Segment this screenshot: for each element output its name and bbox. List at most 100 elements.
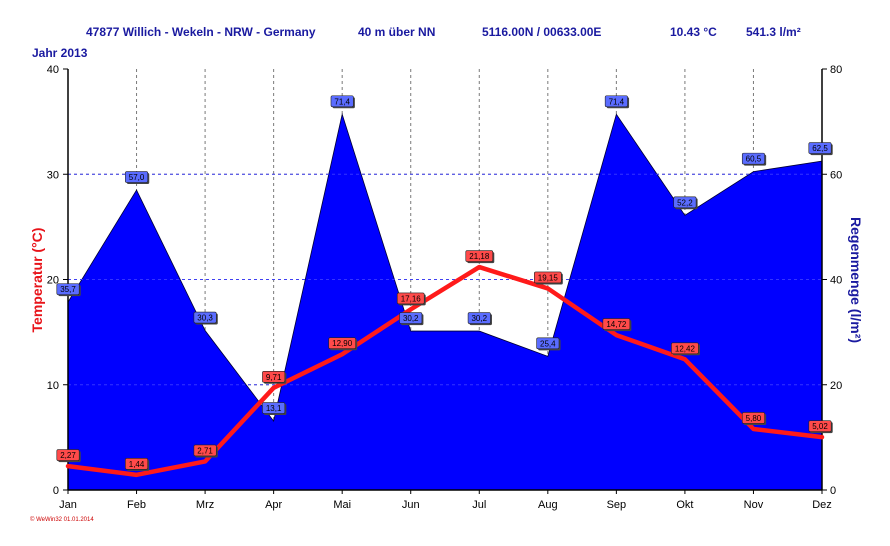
label-text: 30,2 [403,314,419,323]
label-text: 1,44 [129,460,145,469]
label-box [56,449,80,461]
label-text: 14,72 [606,320,627,329]
label-text: 17,16 [401,294,422,303]
left-tick-label: 0 [53,485,59,497]
temp-data-label: 12,42 [671,342,700,356]
temp-data-label: 19,15 [534,271,563,285]
temperature-line [65,264,825,478]
label-text: 19,15 [538,273,559,282]
label-text: 12,42 [675,344,696,353]
label-text: 2,71 [197,446,213,455]
rain-data-label: 71,4 [330,95,355,109]
x-tick-label: Jun [402,499,420,511]
copyright-note: © WeWin32 01.01.2014 [30,516,94,523]
x-tick-label: Jan [59,499,77,511]
left-tick-label: 40 [47,64,59,76]
temp-data-label: 1,44 [125,458,150,471]
right-tick-label: 60 [830,169,842,181]
axes: 0 10 20 30 40 0 20 40 60 80 Jan Feb Mrz Apr Mai Jun Jul A… [47,64,843,511]
label-box [193,444,217,457]
right-tick-label: 20 [830,380,842,392]
x-tick-label: Dez [812,499,832,511]
temp-data-label: 5,80 [741,412,767,425]
rain-data-label: 52,2 [673,196,698,210]
label-box [262,371,286,383]
right-axis-title: Regenmenge (l/m²) [848,217,864,343]
right-tick-label: 80 [830,64,842,76]
temp-data-label: 9,71 [262,371,287,384]
label-box [673,196,697,209]
label-box [125,458,149,470]
rain-data-label: 62,5 [808,142,833,156]
label-text: 60,5 [746,155,762,164]
label-text: 21,18 [469,252,490,261]
right-tick-label: 40 [830,275,842,287]
label-text: 9,71 [266,373,282,382]
rain-data-label: 60,5 [741,152,767,166]
label-box [467,312,491,324]
rain-data-label: 57,0 [125,171,150,185]
label-box [741,152,765,165]
rain-area [67,112,823,491]
temp-data-label: 5,02 [808,420,833,434]
temp-data-label: 21,18 [465,250,495,264]
label-box [741,412,765,424]
x-tick-label: Aug [538,499,558,511]
temp-data-label: 2,71 [193,444,218,458]
label-text: 52,2 [677,198,693,207]
temp-data-label: 17,16 [396,292,426,306]
label-text: 2,27 [60,451,76,460]
label-box [465,250,494,262]
x-tick-label: Nov [744,499,764,511]
x-tick-label: Mrz [196,499,214,511]
label-text: 12,90 [332,339,353,348]
label-box [808,420,832,432]
label-box [671,342,699,355]
station-elevation: 40 m über NN [358,25,435,39]
total-rainfall: 541.3 l/m² [746,25,801,39]
left-tick-label: 30 [47,169,59,181]
right-tick-label: 0 [830,485,836,497]
label-box [193,311,217,324]
station-name: 47877 Willich - Wekeln - NRW - Germany [86,25,316,39]
x-tick-label: Jul [472,499,486,511]
label-box [534,271,562,284]
x-tick-label: Sep [607,499,627,511]
label-box [396,292,425,305]
left-tick-label: 20 [47,275,59,287]
label-box [602,318,631,330]
station-coordinates: 5116.00N / 00633.00E [482,25,601,39]
label-box [399,312,423,324]
label-box [808,142,832,154]
rain-data-label: 30,2 [399,312,424,326]
rain-area-series [67,112,823,491]
label-box [125,171,149,183]
label-text: 25,4 [540,339,556,348]
rain-data-label: 30,3 [193,311,218,325]
rain-data-label: 25,4 [536,337,561,351]
label-text: 71,4 [334,97,350,106]
temp-data-label: 12,90 [328,337,358,351]
label-box [328,337,356,350]
temp-data-label: 14,72 [602,318,632,332]
rain-data-label: 30,2 [467,312,492,326]
mean-temperature: 10.43 °C [670,25,717,39]
label-text: 30,3 [197,314,213,323]
rain-data-label: 71,4 [604,95,630,109]
label-text: 5,80 [746,414,762,423]
temperature-line-series [65,264,825,478]
rain-data-label: 13,1 [262,402,287,416]
label-box [604,95,628,108]
year-label: Jahr 2013 [32,46,88,60]
rain-data-label: 35,7 [56,283,81,297]
x-tick-label: Mai [333,499,351,511]
left-axis-title: Temperatur (°C) [29,228,45,333]
data-labels: 35,7 57,0 30,3 13,1 71,4 30,2 30,2 25,4 71,4 52,2… [56,95,833,471]
x-tick-label: Feb [127,499,146,511]
label-box [262,402,286,414]
label-text: 5,02 [812,422,828,431]
left-tick-label: 10 [47,380,59,392]
label-box [536,337,560,350]
x-tick-label: Okt [676,499,693,511]
